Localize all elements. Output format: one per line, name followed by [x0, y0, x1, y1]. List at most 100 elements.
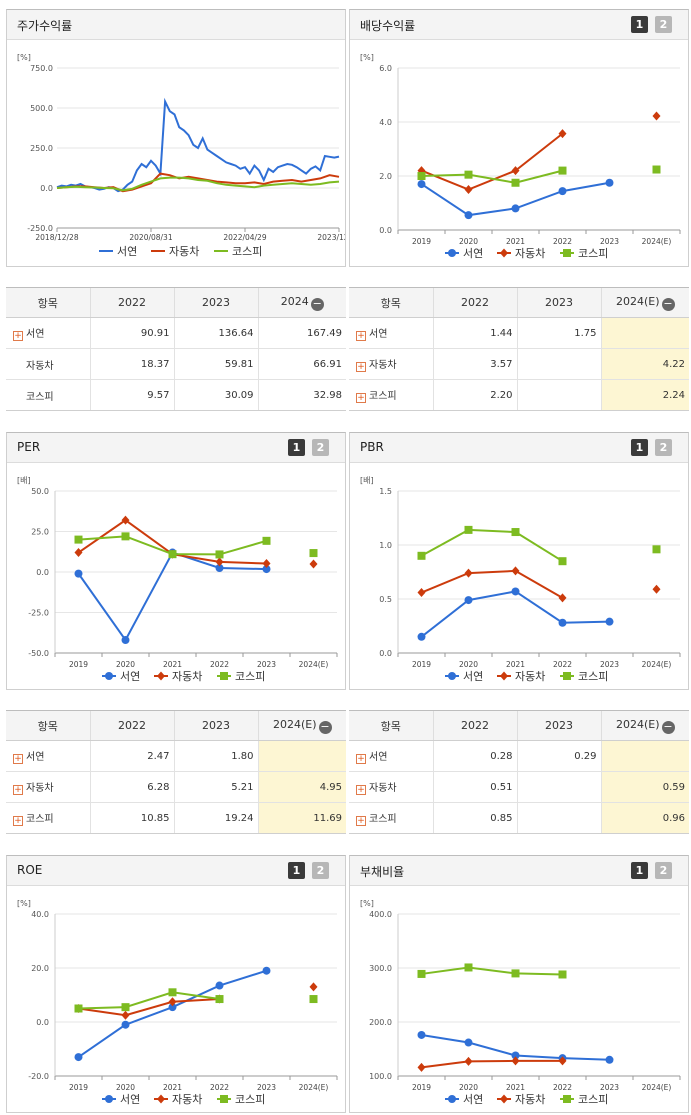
data-point: [511, 178, 520, 187]
page-1-button[interactable]: 1: [631, 439, 648, 456]
data-point: [652, 111, 661, 121]
table-cell: 1.44: [432, 317, 517, 349]
table-cell: 0.51: [432, 771, 517, 803]
page-2-button[interactable]: 2: [312, 862, 329, 879]
series-line: [421, 169, 563, 184]
collapse-icon[interactable]: −: [318, 719, 332, 734]
row-label: + 자동차: [349, 348, 433, 380]
x-tick-label: 2022: [210, 660, 229, 669]
column-header: 2024−: [257, 287, 346, 318]
data-point: [558, 166, 567, 175]
table-cell: 6.28: [89, 771, 174, 803]
data-point: [558, 593, 567, 603]
panel-title: ROE: [17, 863, 43, 877]
expand-plus-icon[interactable]: +: [356, 331, 366, 341]
legend-label: 코스피: [232, 245, 262, 258]
table-cell: 167.49: [257, 317, 346, 349]
expand-plus-icon[interactable]: +: [13, 331, 23, 341]
column-header: 항목: [349, 287, 433, 318]
collapse-icon[interactable]: −: [661, 296, 675, 311]
collapse-icon[interactable]: −: [661, 719, 675, 734]
data-point: [121, 1020, 130, 1029]
table-cell: [516, 771, 601, 803]
column-header-label: 2022: [461, 719, 489, 732]
dividend-yield-table: 항목 2022 2023 2024(E) − + 서연 1.44 1.75 + 자동차 3.57 4.2…: [349, 287, 689, 411]
page-1-button[interactable]: 1: [631, 862, 648, 879]
data-point: [511, 1056, 520, 1066]
column-header: 2022: [89, 710, 174, 741]
x-tick-label: 2019: [412, 237, 431, 246]
page-1-button[interactable]: 1: [288, 439, 305, 456]
row-label: + 서연: [349, 740, 433, 772]
data-point: [74, 569, 83, 578]
column-header-label: 2022: [461, 296, 489, 309]
row-label: + 서연: [6, 740, 90, 772]
data-point: [220, 672, 228, 680]
collapse-icon[interactable]: −: [310, 296, 324, 311]
page-2-button[interactable]: 2: [655, 439, 672, 456]
row-name: 코스피: [26, 391, 54, 403]
expand-plus-icon[interactable]: +: [356, 754, 366, 764]
expand-plus-icon[interactable]: +: [13, 816, 23, 826]
x-tick-label: 2020: [459, 237, 478, 246]
expand-plus-icon[interactable]: +: [356, 816, 366, 826]
expand-plus-icon[interactable]: +: [356, 362, 366, 372]
y-tick-label: 25.0: [31, 528, 49, 537]
page-1-button[interactable]: 1: [288, 862, 305, 879]
y-tick-label: 200.0: [369, 1018, 392, 1027]
unit-label: [%]: [360, 899, 374, 908]
data-point: [448, 1095, 456, 1103]
data-point: [309, 559, 318, 569]
page-2-button[interactable]: 2: [655, 16, 672, 33]
expand-plus-icon[interactable]: +: [13, 785, 23, 795]
series-line: [78, 998, 220, 1017]
column-header: 2024(E) −: [600, 287, 689, 318]
table-cell: 4.22: [600, 348, 689, 380]
expand-plus-icon[interactable]: +: [356, 393, 366, 403]
table-cell: 0.29: [516, 740, 601, 772]
unit-label: [%]: [17, 899, 31, 908]
table-header-row: 항목 2022 2023 2024(E) −: [6, 710, 346, 741]
row-name: 서연: [369, 329, 388, 340]
data-point: [417, 551, 426, 560]
y-tick-label: 40.0: [31, 910, 49, 919]
panel-title: 배당수익률: [360, 19, 416, 33]
per-chart: [배]50.0 25.0 0.0 -25.0 -50.0 2019 2020 2021 2022…: [17, 476, 338, 683]
expand-plus-icon[interactable]: +: [13, 754, 23, 764]
data-point: [605, 178, 614, 187]
series-자동차: [74, 982, 318, 1020]
table-header-row: 항목 2022 2023 2024(E) −: [349, 710, 689, 741]
table-row: + 자동차 6.28 5.21 4.95: [6, 771, 346, 803]
legend-label: 서연: [117, 245, 137, 258]
data-point: [511, 566, 520, 576]
table-cell: [516, 802, 601, 834]
table-cell: [257, 740, 346, 772]
data-point: [105, 672, 113, 680]
table-cell: 2.20: [432, 379, 517, 411]
page-1-button[interactable]: 1: [631, 16, 648, 33]
table-cell: 1.80: [173, 740, 258, 772]
series-line: [77, 551, 267, 642]
series-서연: [417, 178, 614, 220]
column-header-label: 항목: [37, 296, 58, 310]
y-tick-label: 500.0: [30, 104, 53, 113]
table-cell: 66.91: [257, 348, 346, 380]
table-cell: 19.24: [173, 802, 258, 834]
column-header: 2022: [432, 287, 517, 318]
panel-per: PER 1 2 [배] 50.0 25.0 0.0 -25.0 -50.0 2019 2020…: [6, 432, 346, 690]
legend-label: 자동차: [172, 670, 202, 683]
table-cell: 3.57: [432, 348, 517, 380]
x-tick-label: 2018/12/28: [35, 233, 78, 242]
column-header: 항목: [6, 710, 90, 741]
table-cell: [600, 740, 689, 772]
column-header-label: 항목: [380, 719, 401, 733]
column-header: 2024(E) −: [257, 710, 346, 741]
data-point: [464, 211, 473, 220]
unit-label: [%]: [17, 53, 31, 62]
expand-plus-icon[interactable]: +: [356, 785, 366, 795]
column-header-label: 2023: [545, 719, 573, 732]
data-point: [215, 995, 224, 1004]
page-2-button[interactable]: 2: [312, 439, 329, 456]
data-point: [563, 672, 571, 680]
page-2-button[interactable]: 2: [655, 862, 672, 879]
